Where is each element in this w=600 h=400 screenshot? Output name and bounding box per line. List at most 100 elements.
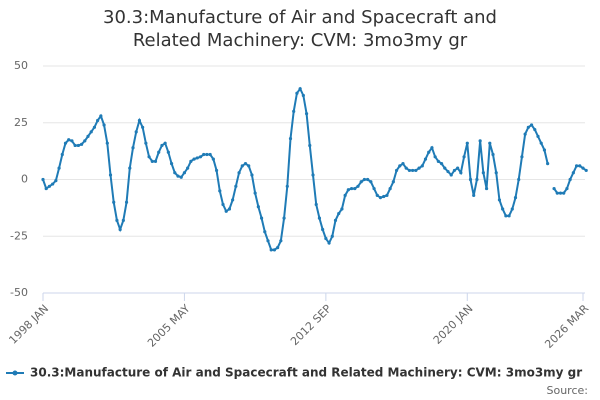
point [369, 180, 373, 184]
point [433, 155, 437, 159]
point [507, 214, 511, 218]
point [478, 139, 482, 143]
point [449, 173, 453, 177]
point [562, 191, 566, 195]
point [263, 230, 267, 234]
point [169, 162, 174, 166]
point [520, 155, 524, 159]
point [144, 141, 148, 145]
point [160, 143, 164, 148]
point [504, 214, 508, 218]
point [555, 191, 559, 195]
point [462, 155, 466, 159]
point [179, 175, 183, 179]
point [337, 211, 341, 216]
point [465, 141, 469, 145]
point [385, 193, 389, 197]
point [452, 168, 457, 173]
point [102, 123, 106, 127]
point [253, 191, 257, 195]
point [234, 184, 238, 188]
point [108, 173, 113, 177]
point [340, 207, 344, 211]
point [285, 184, 289, 188]
point [546, 162, 550, 166]
point [198, 155, 203, 159]
point [57, 166, 61, 170]
point [468, 177, 473, 182]
y-tick-label: 50 [14, 59, 28, 72]
point [497, 198, 502, 202]
point [211, 157, 215, 161]
point [443, 166, 447, 170]
point [558, 191, 563, 195]
point [475, 177, 479, 182]
point [574, 164, 579, 168]
point [565, 186, 569, 191]
point [472, 193, 476, 197]
point [86, 134, 90, 138]
point [414, 168, 418, 173]
point [96, 118, 100, 123]
point [44, 186, 48, 191]
point [288, 137, 293, 141]
point [272, 248, 277, 252]
point [150, 159, 154, 163]
point [578, 164, 582, 168]
point [423, 157, 428, 161]
point [362, 177, 367, 182]
point [581, 166, 585, 170]
point [60, 152, 64, 157]
point [163, 141, 167, 145]
point [436, 159, 440, 163]
point [112, 200, 116, 204]
point [79, 142, 84, 146]
point [141, 125, 145, 129]
point [266, 239, 270, 243]
point [298, 87, 302, 91]
point [517, 177, 521, 182]
point [224, 209, 228, 213]
point [446, 169, 450, 174]
point [401, 162, 405, 166]
point [221, 202, 225, 207]
x-tick-label: 2026 MAR [542, 302, 591, 351]
point [513, 196, 518, 200]
point [330, 234, 334, 238]
point [533, 127, 537, 132]
point [427, 150, 431, 154]
point [279, 239, 283, 243]
point [343, 193, 347, 197]
line [42, 86, 549, 251]
point [407, 168, 412, 173]
point [430, 146, 434, 150]
point [571, 171, 575, 175]
point [304, 112, 309, 116]
point [240, 164, 244, 168]
y-tick-label: -25 [10, 229, 28, 242]
legend-label: 30.3:Manufacture of Air and Spacecraft a… [30, 366, 582, 380]
point [121, 218, 125, 222]
point [247, 164, 251, 168]
point [398, 164, 402, 168]
point [391, 180, 395, 184]
point [353, 186, 357, 191]
point [411, 168, 415, 173]
point [192, 157, 196, 161]
point [227, 207, 232, 211]
point [218, 189, 222, 193]
point [250, 173, 254, 177]
point [76, 143, 80, 148]
point [205, 152, 209, 157]
point [321, 227, 325, 232]
point [417, 166, 421, 170]
point [237, 171, 241, 175]
point [63, 141, 68, 145]
x-tick-label: 2012 SEP [288, 302, 334, 348]
point [51, 182, 55, 186]
point [89, 130, 93, 134]
x-tick-label: 2020 JAN [431, 302, 476, 347]
source: Source: [547, 384, 589, 397]
